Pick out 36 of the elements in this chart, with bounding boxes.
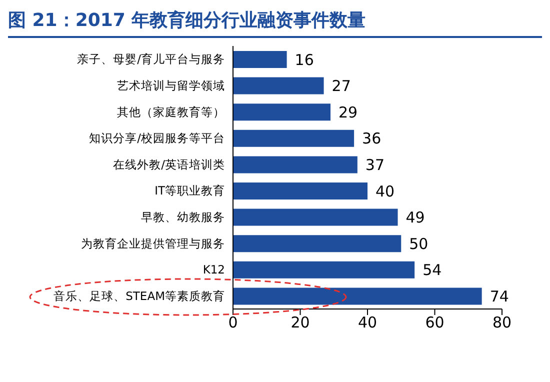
data-label: 50 [409,234,428,253]
bar [233,288,482,305]
x-tick-label: 60 [425,314,444,332]
bar [233,77,324,94]
y-tick-label: 艺术培训与留学领域 [117,78,225,93]
y-tick-label: 其他（家庭教育等） [117,104,225,119]
bar [233,208,398,226]
y-tick-label: K12 [202,262,225,277]
bar [233,104,331,121]
data-label: 27 [332,77,351,96]
data-label: 49 [406,208,425,227]
data-label: 29 [338,103,358,122]
bar [233,51,287,68]
bar [233,261,415,278]
data-label: 54 [422,261,442,280]
x-tick-label: 0 [228,314,238,332]
chart-title: 图 21：2017 年教育细分行业融资事件数量 [8,8,542,38]
x-tick-label: 40 [358,314,378,332]
bar [233,235,402,252]
y-tick-label: 早教、幼教服务 [141,210,225,224]
y-tick-label: 为教育企业提供管理与服务 [81,236,225,250]
y-tick-label: IT等职业教育 [154,184,225,198]
data-label: 16 [294,50,314,69]
bar [233,156,358,174]
bar [233,182,368,200]
data-label: 37 [365,156,385,174]
data-label: 36 [362,130,382,148]
x-tick-label: 20 [290,314,310,332]
y-tick-label: 亲子、母婴/育儿平台与服务 [77,52,225,66]
y-tick-label: 在线外教/英语培训类 [113,157,225,172]
data-label: 74 [490,288,509,306]
y-tick-label: 知识分享/校园服务等平台 [89,131,225,146]
data-label: 40 [376,182,395,200]
y-tick-label: 音乐、足球、STEAM等素质教育 [54,288,225,303]
bar [233,130,354,147]
x-tick-label: 80 [492,314,512,332]
